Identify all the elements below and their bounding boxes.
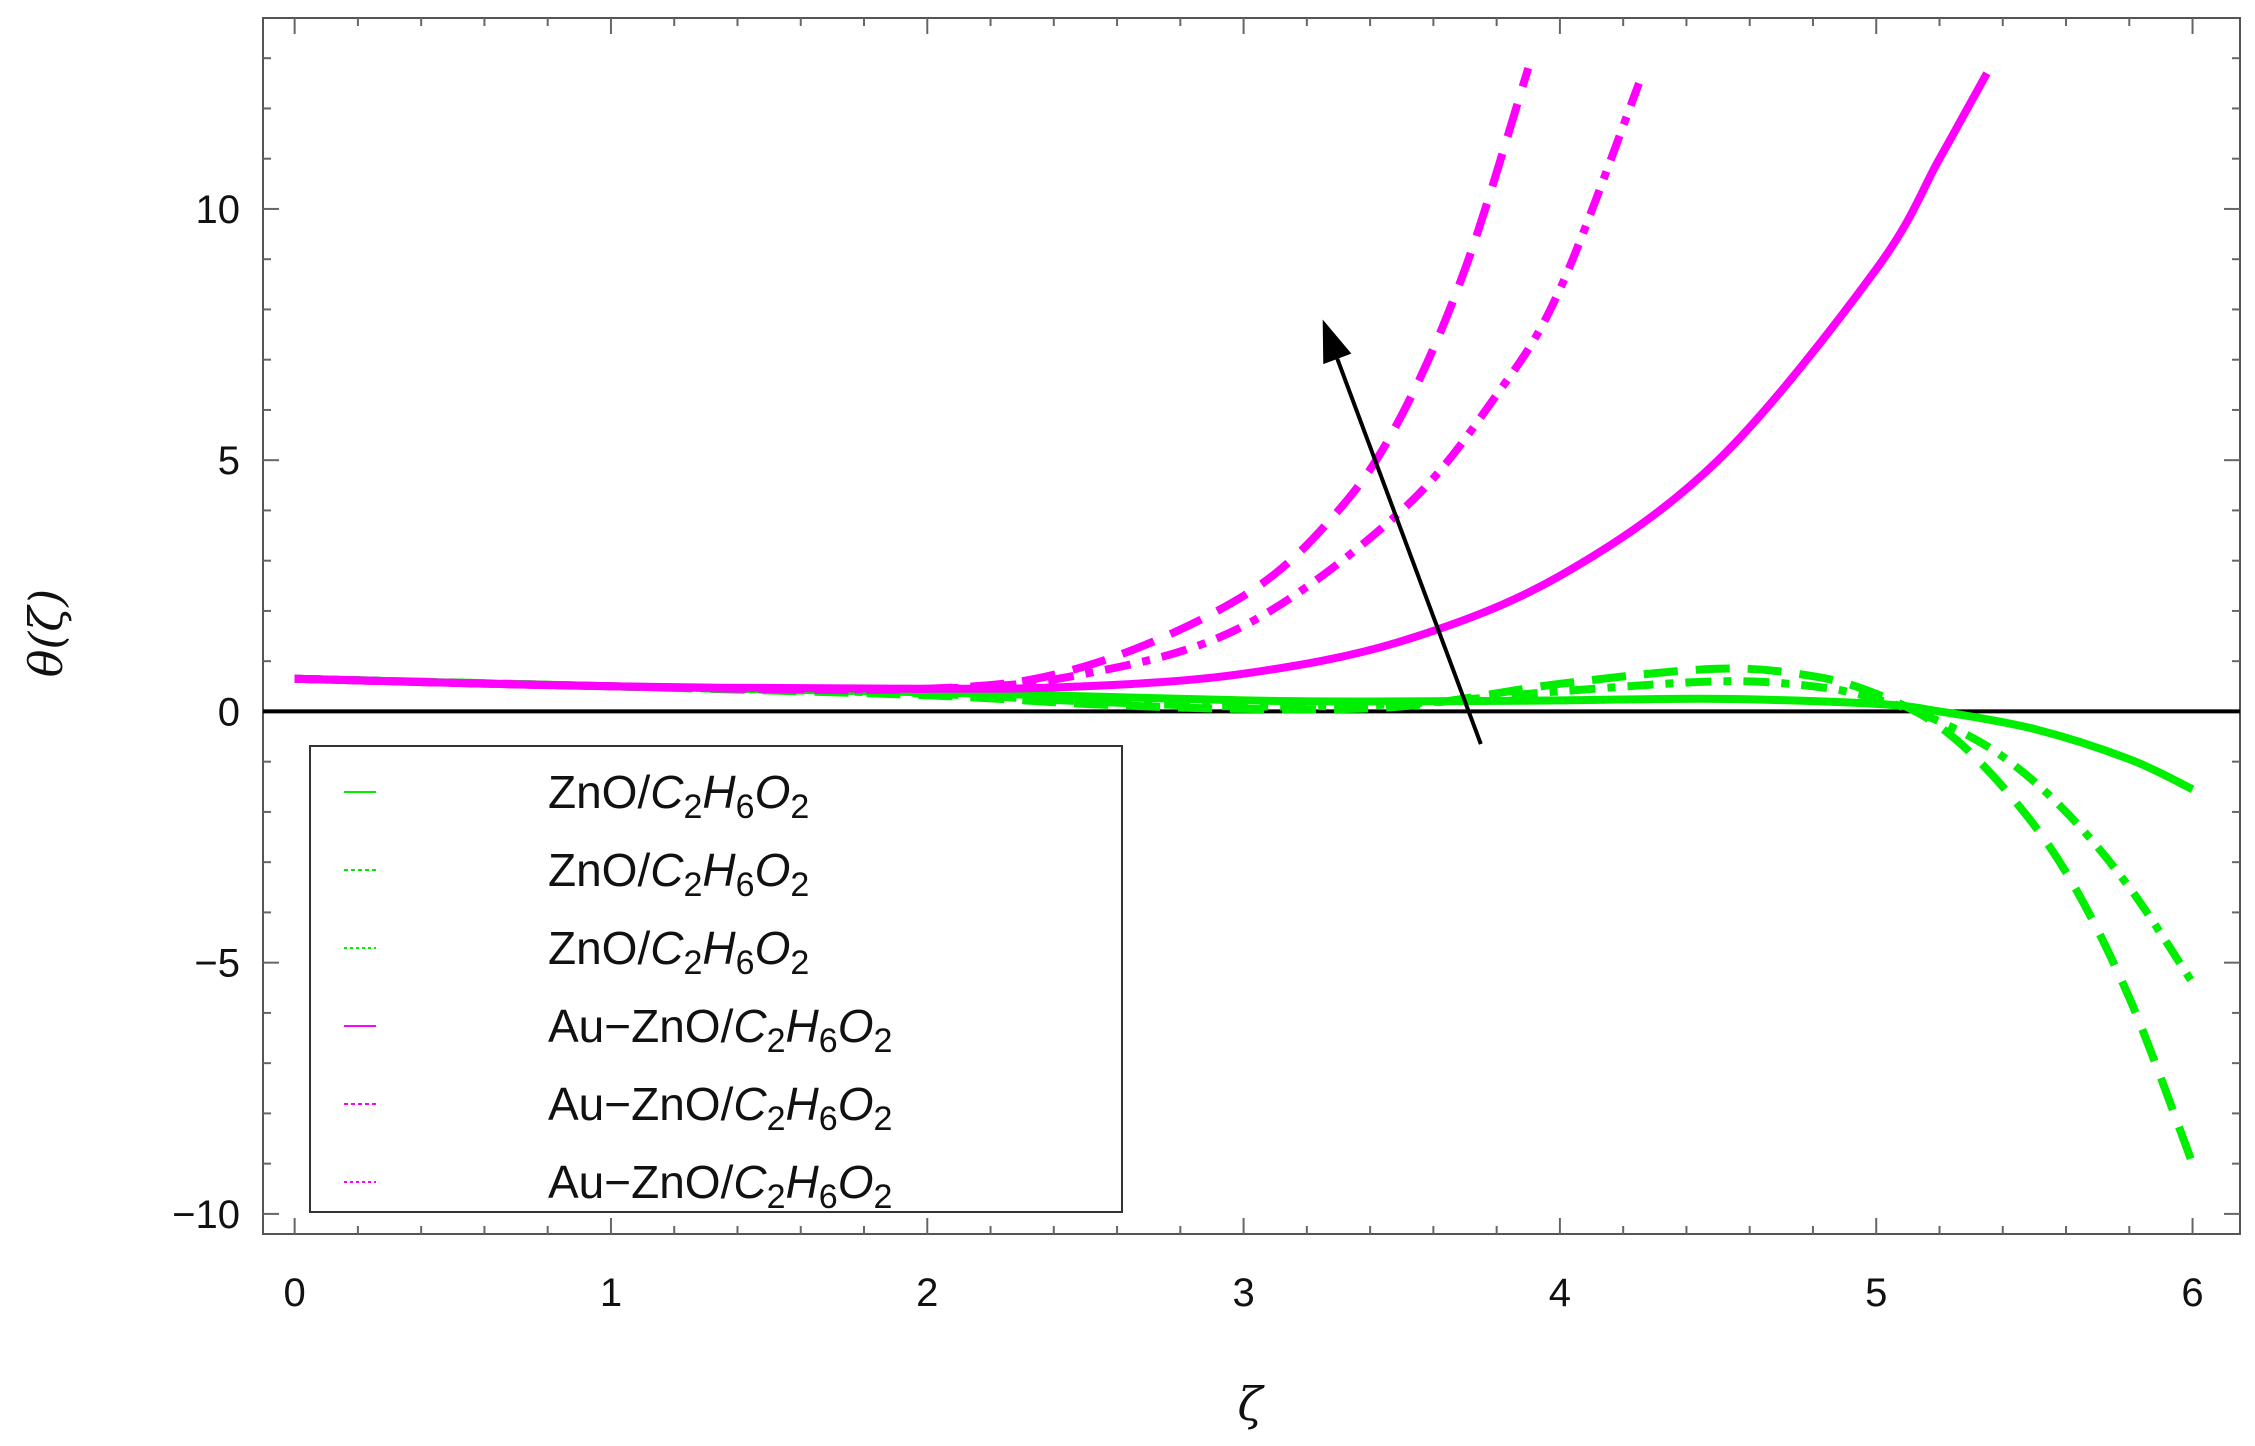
legend-label: Au−ZnO/C2H6O2 <box>548 1078 892 1138</box>
y-tick-label: −10 <box>172 1193 240 1237</box>
x-tick-label: 6 <box>2181 1271 2203 1315</box>
y-tick-labels: −10 −5 0 5 10 <box>172 188 240 1237</box>
series-line-hybrid-dashdot <box>294 81 1643 694</box>
x-tick-label: 2 <box>916 1271 938 1315</box>
legend-box <box>309 745 1123 1213</box>
legend-label: ZnO/C2H6O2 <box>548 844 809 904</box>
x-tick-label: 1 <box>600 1271 622 1315</box>
x-tick-label: 5 <box>1865 1271 1887 1315</box>
arrow-shaft <box>1335 358 1483 745</box>
x-tick-labels: 0 1 2 3 4 5 6 <box>284 1271 2204 1315</box>
series-layer <box>294 66 2197 1166</box>
y-axis-label: θ(ζ) <box>19 589 73 678</box>
legend-label: Au−ZnO/C2H6O2 <box>548 1156 892 1216</box>
series-line-hybrid-solid <box>294 71 1991 693</box>
x-axis-label: ζ <box>1238 1377 1266 1431</box>
arrow-layer <box>1322 319 1483 745</box>
legend-label: ZnO/C2H6O2 <box>548 766 809 826</box>
y-tick-label: 5 <box>218 439 240 483</box>
y-tick-label: 10 <box>196 188 241 232</box>
legend-label: ZnO/C2H6O2 <box>548 922 809 982</box>
y-tick-label: 0 <box>218 690 240 734</box>
x-tick-label: 4 <box>1549 1271 1571 1315</box>
y-tick-label: −5 <box>194 942 240 986</box>
legend-label: Au−ZnO/C2H6O2 <box>548 1000 892 1060</box>
plot-frame <box>262 17 2241 1235</box>
series-line-zno-dashed <box>294 664 2197 1166</box>
legend: ZnO/C2H6O2 ZnO/C2H6O2 ZnO/C2H6O2 Au−ZnO/C2H… <box>309 745 1123 1216</box>
arrow-head <box>1322 319 1352 365</box>
x-tick-label: 0 <box>284 1271 306 1315</box>
x-tick-label: 3 <box>1232 1271 1254 1315</box>
